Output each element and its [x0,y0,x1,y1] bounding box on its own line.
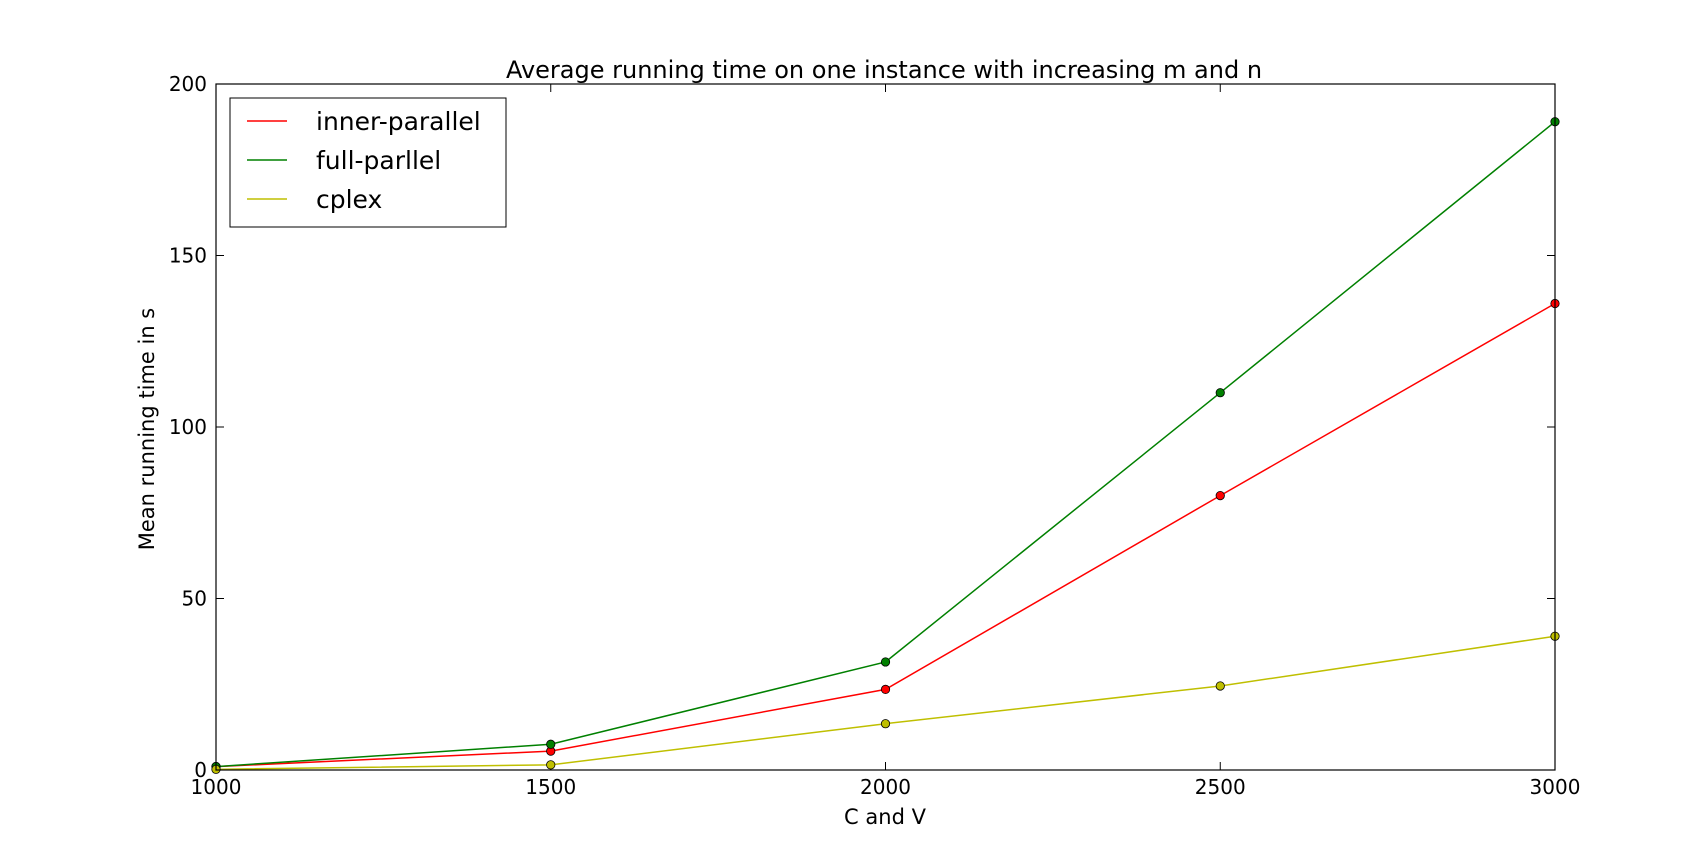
y-tick-label: 150 [169,244,207,268]
data-point [546,760,556,770]
x-tick-label: 2000 [860,775,911,799]
x-axis-title: C and V [844,805,927,829]
data-point [880,719,891,729]
data-point [880,657,891,667]
data-point [880,684,891,694]
x-tick-label: 1000 [191,775,242,799]
y-tick-label: 100 [169,415,207,439]
legend-item: full-parllel [247,146,441,175]
y-tick-label: 200 [169,72,207,96]
chart-title: Average running time on one instance wit… [506,56,1262,84]
x-tick-label: 1500 [525,775,576,799]
data-point [546,739,556,749]
plot-frame [215,83,1556,771]
legend-label: inner-parallel [316,107,481,136]
x-tick-label: 2500 [1195,775,1246,799]
y-axis-title: Mean running time in s [135,308,159,550]
series-group [211,117,1560,774]
legend-item: inner-parallel [247,107,481,136]
legend-item: cplex [247,185,382,214]
data-point [1215,681,1225,691]
data-point [1215,490,1225,501]
legend: inner-parallel full-parllel cplex [229,97,507,228]
legend-label: cplex [316,185,382,214]
series-cplex [211,631,1560,774]
x-tick-label: 3000 [1530,775,1581,799]
data-point [1215,388,1225,398]
legend-box [229,97,507,228]
axis-tick-labels: 1000 1500 2000 2500 3000 0 50 100 150 200 [169,72,1581,799]
legend-label: full-parllel [316,146,441,175]
y-tick-label: 50 [182,587,207,611]
y-tick-label: 0 [194,758,207,782]
